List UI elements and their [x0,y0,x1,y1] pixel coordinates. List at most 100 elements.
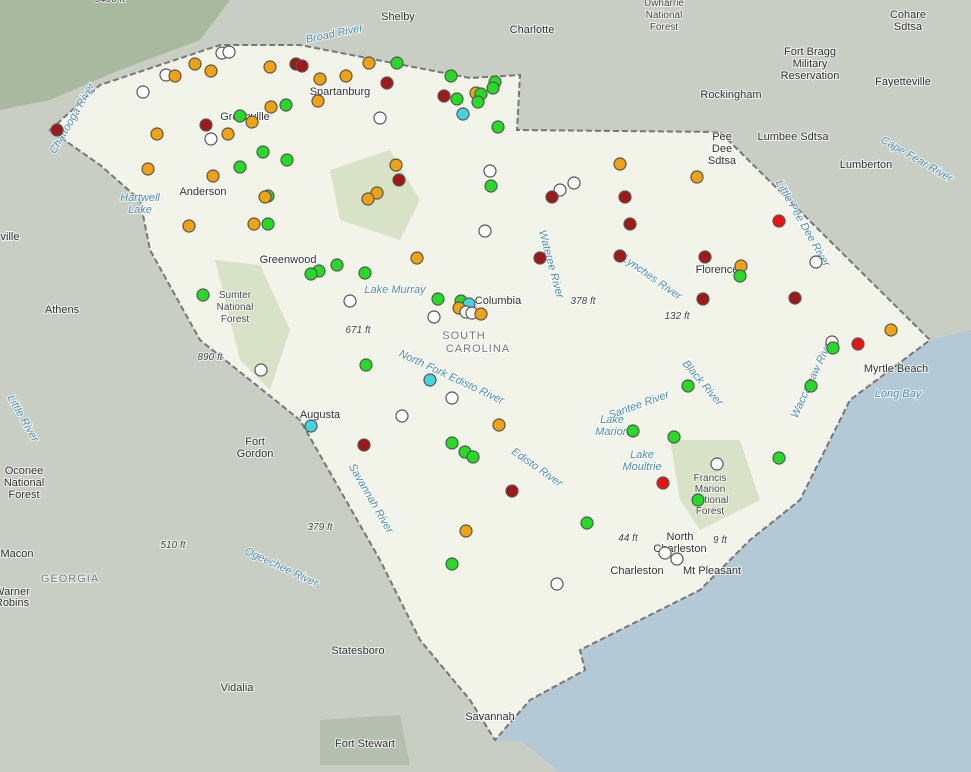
station-marker[interactable] [466,450,480,464]
station-marker[interactable] [196,288,210,302]
station-marker[interactable] [851,337,865,351]
station-marker[interactable] [427,310,441,324]
station-marker[interactable] [690,170,704,184]
station-marker[interactable] [343,294,357,308]
station-marker[interactable] [280,153,294,167]
station-marker[interactable] [136,85,150,99]
station-marker[interactable] [357,438,371,452]
station-marker[interactable] [884,323,898,337]
station-marker[interactable] [261,217,275,231]
station-marker[interactable] [450,92,464,106]
place-label: 132 ft [664,311,690,322]
station-marker[interactable] [670,552,684,566]
station-marker[interactable] [182,219,196,233]
station-marker[interactable] [233,160,247,174]
station-marker[interactable] [772,451,786,465]
station-marker[interactable] [221,127,235,141]
station-marker[interactable] [245,115,259,129]
station-marker[interactable] [445,391,459,405]
station-marker[interactable] [533,251,547,265]
station-marker[interactable] [491,120,505,134]
station-marker[interactable] [264,100,278,114]
station-marker[interactable] [772,214,786,228]
station-marker[interactable] [370,186,384,200]
station-marker[interactable] [691,493,705,507]
station-marker[interactable] [431,292,445,306]
station-marker[interactable] [247,217,261,231]
station-marker[interactable] [444,69,458,83]
station-marker[interactable] [492,418,506,432]
station-marker[interactable] [613,157,627,171]
station-marker[interactable] [361,192,375,206]
station-marker[interactable] [199,118,213,132]
station-marker[interactable] [295,59,309,73]
station-marker[interactable] [141,162,155,176]
station-marker[interactable] [263,60,277,74]
station-marker[interactable] [618,190,632,204]
station-marker[interactable] [222,45,236,59]
station-marker[interactable] [459,524,473,538]
station-marker[interactable] [478,224,492,238]
station-marker[interactable] [168,69,182,83]
station-marker[interactable] [233,109,247,123]
station-marker[interactable] [392,173,406,187]
station-marker[interactable] [804,379,818,393]
station-marker[interactable] [484,179,498,193]
station-marker[interactable] [681,379,695,393]
station-marker[interactable] [826,341,840,355]
station-marker[interactable] [311,94,325,108]
station-marker[interactable] [380,76,394,90]
station-marker[interactable] [313,72,327,86]
station-marker[interactable] [696,292,710,306]
station-marker[interactable] [373,111,387,125]
station-marker[interactable] [626,424,640,438]
station-marker[interactable] [445,557,459,571]
station-marker[interactable] [445,436,459,450]
station-marker[interactable] [809,255,823,269]
station-marker[interactable] [204,132,218,146]
station-marker[interactable] [656,476,670,490]
place-label: Forest [221,314,250,325]
place-label: Fort [245,436,265,448]
station-marker[interactable] [258,190,272,204]
station-marker[interactable] [279,98,293,112]
station-marker[interactable] [698,250,712,264]
station-marker[interactable] [188,57,202,71]
station-marker[interactable] [788,291,802,305]
station-marker[interactable] [667,430,681,444]
station-marker[interactable] [330,258,344,272]
station-marker[interactable] [567,176,581,190]
station-marker[interactable] [150,127,164,141]
station-marker[interactable] [710,457,724,471]
station-marker[interactable] [204,64,218,78]
station-marker[interactable] [389,158,403,172]
station-marker[interactable] [733,269,747,283]
station-marker[interactable] [437,89,451,103]
station-marker[interactable] [410,251,424,265]
station-marker[interactable] [580,516,594,530]
station-marker[interactable] [304,267,318,281]
station-marker[interactable] [545,190,559,204]
station-marker[interactable] [623,217,637,231]
station-marker[interactable] [456,107,470,121]
station-marker[interactable] [358,266,372,280]
station-marker[interactable] [339,69,353,83]
station-marker[interactable] [486,81,500,95]
station-marker[interactable] [359,358,373,372]
station-marker[interactable] [483,164,497,178]
station-marker[interactable] [658,546,672,560]
station-marker[interactable] [206,169,220,183]
station-marker[interactable] [505,484,519,498]
station-marker[interactable] [254,363,268,377]
station-marker[interactable] [423,373,437,387]
station-marker[interactable] [613,249,627,263]
station-marker[interactable] [50,123,64,137]
station-marker[interactable] [550,577,564,591]
station-marker[interactable] [256,145,270,159]
station-marker[interactable] [304,419,318,433]
station-marker[interactable] [362,56,376,70]
station-marker[interactable] [395,409,409,423]
station-marker[interactable] [471,95,485,109]
station-marker[interactable] [390,56,404,70]
station-marker[interactable] [474,307,488,321]
